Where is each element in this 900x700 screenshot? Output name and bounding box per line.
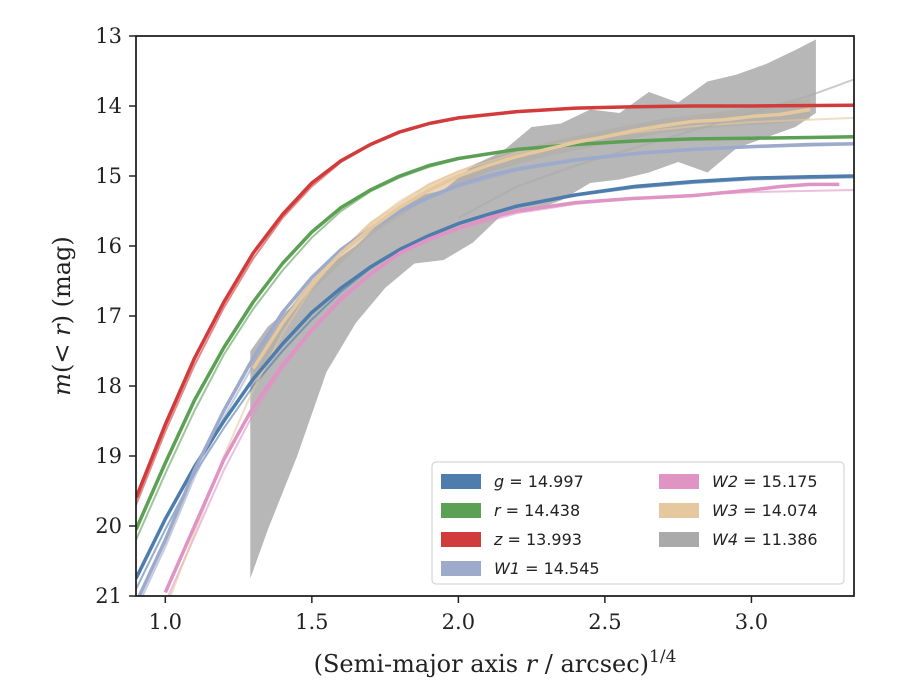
- legend-label-w2: W2 = 15.175: [712, 472, 818, 491]
- legend-label-w4: W4 = 11.386: [712, 530, 818, 549]
- legend-label-z: z = 13.993: [493, 530, 582, 549]
- x-axis-title: (Semi-major axis r / arcsec)1/4: [314, 647, 677, 678]
- legend-swatch-w4: [659, 532, 699, 547]
- legend-label-r: r = 14.438: [494, 501, 580, 520]
- x-tick-label: 1.5: [295, 610, 328, 634]
- model-curve-w3: [169, 116, 854, 596]
- legend-swatch-w2: [659, 474, 699, 489]
- data-curve-w3: [251, 107, 811, 370]
- legend-frame: [431, 461, 845, 585]
- data-curves-layer: [136, 103, 854, 596]
- data-curve-w1: [137, 142, 854, 596]
- legend-swatch-w3: [659, 503, 699, 518]
- plot-area: [136, 39, 854, 596]
- y-tick-label: 14: [95, 94, 122, 118]
- x-tick-label: 2.0: [442, 610, 475, 634]
- data-curve-r: [136, 135, 854, 531]
- data-curve-z: [136, 103, 854, 499]
- y-tick-label: 20: [95, 514, 122, 538]
- legend-swatch-g: [441, 474, 481, 489]
- y-tick-label: 17: [95, 304, 122, 328]
- y-tick-label: 13: [95, 24, 122, 48]
- y-tick-label: 16: [95, 234, 122, 258]
- legend-label-w3: W3 = 14.074: [712, 501, 818, 520]
- legend-label-g: g = 14.997: [494, 472, 584, 491]
- legend-swatch-r: [441, 503, 481, 518]
- ticks-layer: 1.0 1.5 2.0 2.5 3.0 13 14 15 16 17 18 19 20 21: [95, 24, 768, 634]
- y-tick-label: 18: [95, 374, 122, 398]
- y-axis-title: m(< r) (mag): [48, 236, 76, 396]
- data-curve-w2: [163, 182, 840, 594]
- y-tick-label: 15: [95, 164, 122, 188]
- x-tick-label: 3.0: [735, 610, 768, 634]
- x-tick-label: 2.5: [588, 610, 621, 634]
- legend-label-w1: W1 = 14.545: [494, 559, 600, 578]
- legend-swatch-z: [441, 532, 481, 547]
- y-tick-label: 21: [95, 584, 122, 608]
- legend-swatch-w1: [441, 561, 481, 576]
- y-tick-label: 19: [95, 444, 122, 468]
- data-curve-g: [136, 174, 854, 580]
- x-tick-label: 1.0: [149, 610, 182, 634]
- legend: g = 14.997 r = 14.438 z = 13.993 W1 = 14.54…: [431, 461, 845, 585]
